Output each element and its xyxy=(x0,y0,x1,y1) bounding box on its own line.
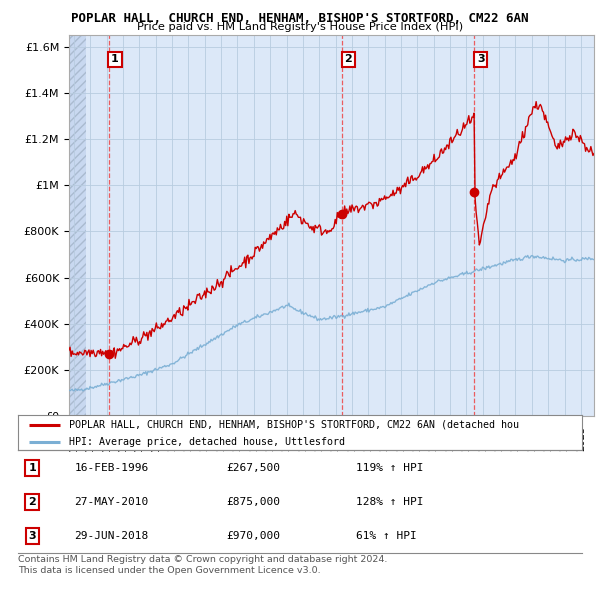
Text: £970,000: £970,000 xyxy=(227,531,281,541)
Text: HPI: Average price, detached house, Uttlesford: HPI: Average price, detached house, Uttl… xyxy=(69,437,345,447)
Text: 61% ↑ HPI: 61% ↑ HPI xyxy=(356,531,417,541)
Text: 3: 3 xyxy=(28,531,36,541)
Bar xyxy=(69,35,86,416)
Text: POPLAR HALL, CHURCH END, HENHAM, BISHOP'S STORTFORD, CM22 6AN: POPLAR HALL, CHURCH END, HENHAM, BISHOP'… xyxy=(71,12,529,25)
Text: £875,000: £875,000 xyxy=(227,497,281,507)
Text: 29-JUN-2018: 29-JUN-2018 xyxy=(74,531,149,541)
Text: 2: 2 xyxy=(28,497,36,507)
Text: 16-FEB-1996: 16-FEB-1996 xyxy=(74,463,149,473)
Text: 119% ↑ HPI: 119% ↑ HPI xyxy=(356,463,424,473)
Text: Price paid vs. HM Land Registry's House Price Index (HPI): Price paid vs. HM Land Registry's House … xyxy=(137,22,463,32)
Text: 1: 1 xyxy=(28,463,36,473)
Text: POPLAR HALL, CHURCH END, HENHAM, BISHOP'S STORTFORD, CM22 6AN (detached hou: POPLAR HALL, CHURCH END, HENHAM, BISHOP'… xyxy=(69,420,519,430)
Text: Contains HM Land Registry data © Crown copyright and database right 2024.
This d: Contains HM Land Registry data © Crown c… xyxy=(18,555,388,575)
Text: 128% ↑ HPI: 128% ↑ HPI xyxy=(356,497,424,507)
Text: 2: 2 xyxy=(344,54,352,64)
Text: £267,500: £267,500 xyxy=(227,463,281,473)
Text: 3: 3 xyxy=(477,54,485,64)
Text: 27-MAY-2010: 27-MAY-2010 xyxy=(74,497,149,507)
Text: 1: 1 xyxy=(111,54,119,64)
